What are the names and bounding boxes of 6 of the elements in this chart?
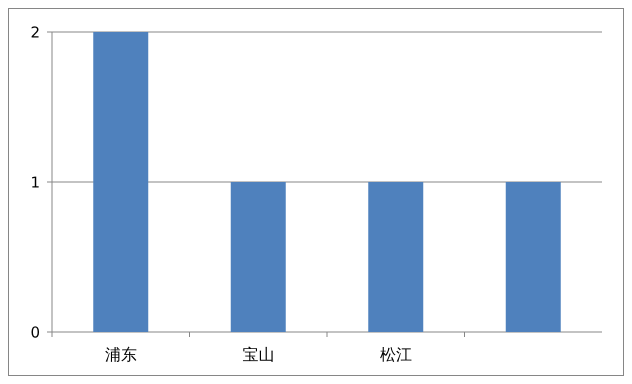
x-tick-label: 浦东 bbox=[104, 345, 137, 364]
x-tick-label: 松江 bbox=[380, 345, 412, 364]
y-tick-label: 2 bbox=[30, 23, 40, 42]
y-tick-label: 1 bbox=[30, 173, 40, 192]
x-tick-label: 宝山 bbox=[242, 345, 274, 364]
y-tick-label: 0 bbox=[30, 323, 40, 342]
